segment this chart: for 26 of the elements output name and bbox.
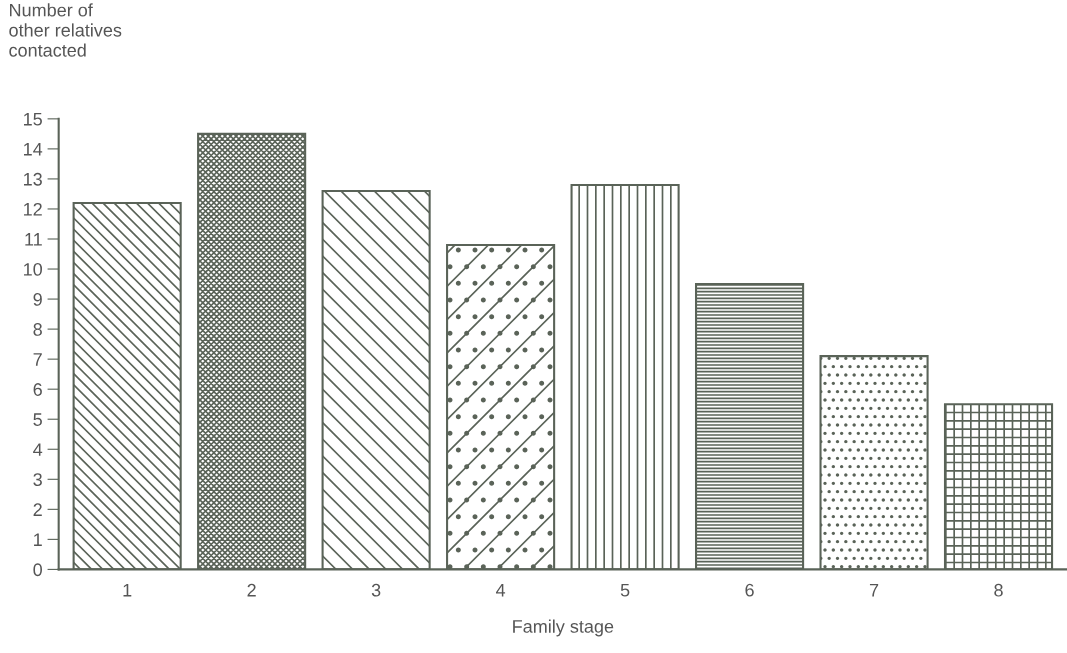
x-tick-label: 2	[247, 583, 256, 597]
y-axis-title: Number of other relatives contacted	[9, 3, 122, 57]
y-tick-label: 14	[24, 143, 43, 156]
y-tick-label: 9	[33, 293, 42, 306]
x-tick-label: 5	[620, 583, 630, 597]
y-tick-label: 12	[24, 202, 42, 216]
x-tick-label: 6	[745, 583, 754, 597]
x-tick-label: 7	[869, 583, 879, 597]
y-tick-label: 6	[33, 383, 42, 396]
x-tick-label: 4	[496, 583, 506, 597]
y-tick-label: 10	[24, 262, 43, 276]
y-tick-label: 11	[25, 233, 42, 246]
y-tick-label: 0	[33, 563, 43, 577]
x-axis-title: Family stage	[513, 619, 614, 637]
y-tick-label: 7	[33, 353, 42, 366]
x-tick-label: 3	[371, 583, 381, 597]
x-tick-label: 1	[123, 583, 132, 597]
y-tick-label: 5	[33, 413, 42, 426]
y-tick-label: 13	[24, 172, 42, 186]
y-tick-label: 1	[34, 533, 42, 546]
x-tick-label: 8	[994, 583, 1003, 597]
y-tick-label: 15	[24, 112, 42, 126]
y-tick-label: 2	[33, 503, 42, 516]
y-tick-label: 8	[33, 323, 42, 336]
y-tick-label: 4	[33, 443, 43, 456]
y-tick-label: 3	[33, 473, 42, 487]
